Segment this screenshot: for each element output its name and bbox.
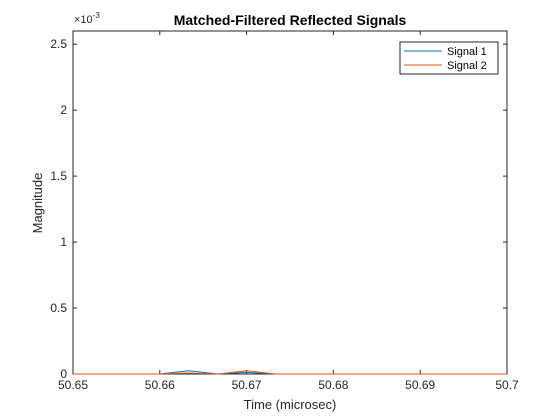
- y-tick-label: 1: [60, 235, 67, 249]
- legend-label-2: Signal 2: [447, 60, 487, 72]
- series-line-2: [73, 370, 507, 375]
- y-tick-label: 0.5: [50, 301, 67, 315]
- y-tick-label: 1.5: [50, 169, 67, 183]
- y-axis-label: Magnitude: [30, 173, 45, 234]
- plot-area: [72, 30, 508, 375]
- y-tick-label: 0: [60, 367, 67, 381]
- x-tick-label: 50.66: [145, 378, 175, 392]
- x-tick-label: 50.7: [495, 378, 519, 392]
- chart-title: Matched-Filtered Reflected Signals: [174, 12, 407, 28]
- y-axis-exponent: ×10-3: [74, 11, 100, 26]
- axes: [72, 30, 508, 375]
- x-tick-label: 50.68: [318, 378, 348, 392]
- x-tick-label: 50.67: [232, 378, 262, 392]
- x-tick-label: 50.69: [405, 378, 435, 392]
- x-axis-label: Time (microsec): [244, 397, 337, 412]
- x-tick-label: 50.65: [58, 378, 88, 392]
- y-tick-label: 2.5: [50, 37, 67, 51]
- legend: Signal 1 Signal 2: [399, 41, 499, 75]
- y-tick-label: 2: [60, 103, 67, 117]
- legend-label-1: Signal 1: [447, 46, 487, 58]
- tick-labels: 50.65 50.66 50.67 50.68 50.69 50.7 0 0.5 1 1.5 2 2.…: [50, 37, 519, 392]
- legend-box: [399, 41, 499, 75]
- series-lines: [73, 370, 507, 375]
